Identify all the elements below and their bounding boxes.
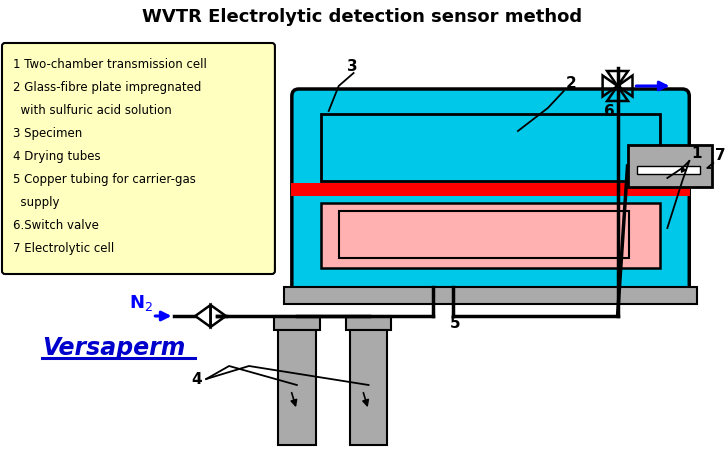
Bar [638,166,700,174]
Text: 7: 7 [715,148,726,163]
Text: 6: 6 [604,104,614,119]
Text: 4: 4 [191,372,202,387]
Text: Versaperm: Versaperm [41,336,185,360]
Bar [321,114,660,181]
Text: WVTR Electrolytic detection sensor method: WVTR Electrolytic detection sensor metho… [143,8,582,26]
Text: 7 Electrolytic cell: 7 Electrolytic cell [13,242,114,255]
Text: 5 Copper tubing for carrier-gas: 5 Copper tubing for carrier-gas [13,173,196,186]
Bar [284,287,697,304]
FancyBboxPatch shape [2,43,275,274]
Text: 2 Glass-fibre plate impregnated: 2 Glass-fibre plate impregnated [13,81,202,94]
Text: 2: 2 [566,76,577,91]
Text: 3 Specimen: 3 Specimen [13,127,82,140]
Text: 5: 5 [450,316,461,331]
Bar [339,211,628,258]
Text: with sulfuric acid solution: with sulfuric acid solution [13,104,172,117]
Text: 1: 1 [692,146,702,161]
Bar [291,183,690,196]
Text: N$_2$: N$_2$ [130,293,154,313]
Text: 1 Two-chamber transmission cell: 1 Two-chamber transmission cell [13,58,207,71]
Bar [278,330,316,445]
FancyBboxPatch shape [292,89,689,293]
Bar [321,203,660,268]
Text: 6.Switch valve: 6.Switch valve [13,219,99,232]
Text: 3: 3 [347,59,357,74]
Bar [274,316,320,330]
Text: 4 Drying tubes: 4 Drying tubes [13,150,100,163]
Bar [346,316,392,330]
Bar [349,330,387,445]
Text: supply: supply [13,196,60,209]
Bar [628,145,712,187]
